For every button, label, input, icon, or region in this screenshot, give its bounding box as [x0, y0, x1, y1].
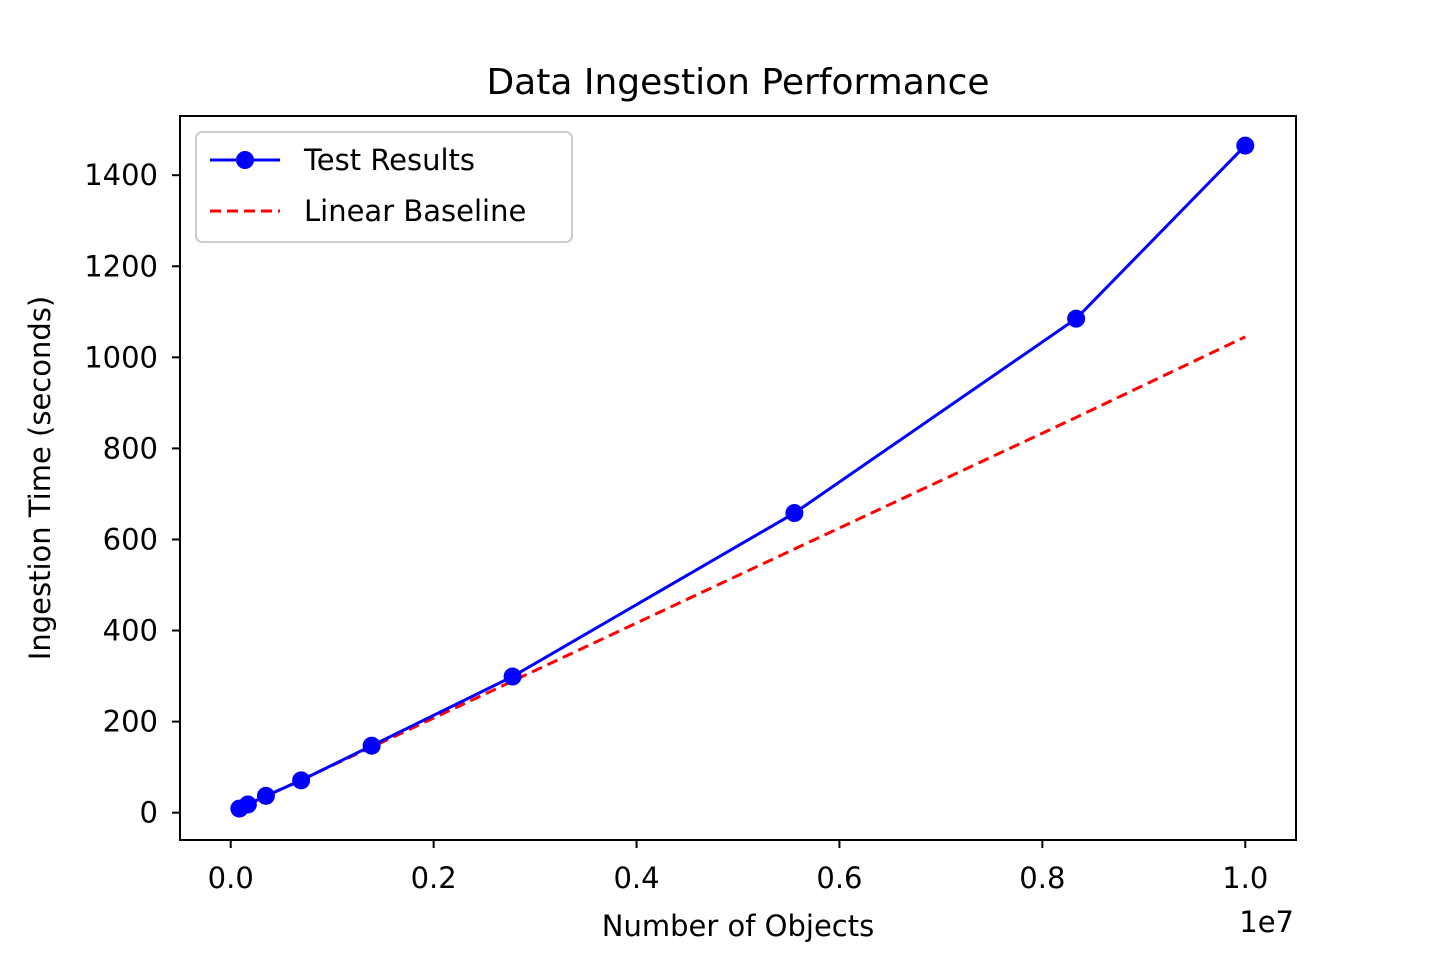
x-tick-label: 0.2	[411, 861, 457, 895]
y-tick-label: 0	[140, 796, 158, 830]
data-point	[785, 504, 804, 523]
legend-label-test-results: Test Results	[303, 143, 475, 177]
data-point	[238, 795, 257, 814]
axes-frame	[179, 115, 1297, 841]
y-axis-label: Ingestion Time (seconds)	[23, 296, 57, 660]
y-tick-label: 200	[103, 705, 158, 739]
y-tick-label: 1200	[84, 249, 158, 283]
x-tick-label: 0.6	[816, 861, 862, 895]
x-axis: 0.0 0.2 0.4 0.6 0.8 1.0	[208, 840, 1268, 895]
data-point	[256, 786, 275, 805]
data-point	[1067, 309, 1086, 328]
data-point	[1236, 136, 1255, 155]
y-tick-label: 600	[103, 522, 158, 556]
y-tick-label: 800	[103, 431, 158, 465]
x-axis-label: Number of Objects	[602, 909, 874, 943]
data-point	[503, 667, 522, 686]
data-point	[362, 736, 381, 755]
x-tick-label: 0.8	[1019, 861, 1065, 895]
y-tick-label: 400	[103, 614, 158, 648]
series-layer	[230, 136, 1255, 818]
series-line-test-results	[238, 144, 1247, 810]
y-axis: 0 200 400 600 800 1000 1200 1400	[84, 158, 180, 830]
x-tick-label: 1.0	[1222, 861, 1268, 895]
legend-box	[195, 131, 573, 243]
legend-marker-test-results	[236, 151, 254, 169]
data-point	[292, 771, 311, 790]
x-tick-label: 0.0	[208, 861, 254, 895]
x-tick-label: 0.4	[613, 861, 659, 895]
y-tick-label: 1000	[84, 340, 158, 374]
x-axis-offset-label: 1e7	[1239, 905, 1294, 939]
y-tick-label: 1400	[84, 158, 158, 192]
chart-title: Data Ingestion Performance	[486, 62, 989, 103]
legend-label-linear-baseline: Linear Baseline	[304, 194, 526, 228]
legend: Test Results Linear Baseline	[195, 131, 573, 243]
